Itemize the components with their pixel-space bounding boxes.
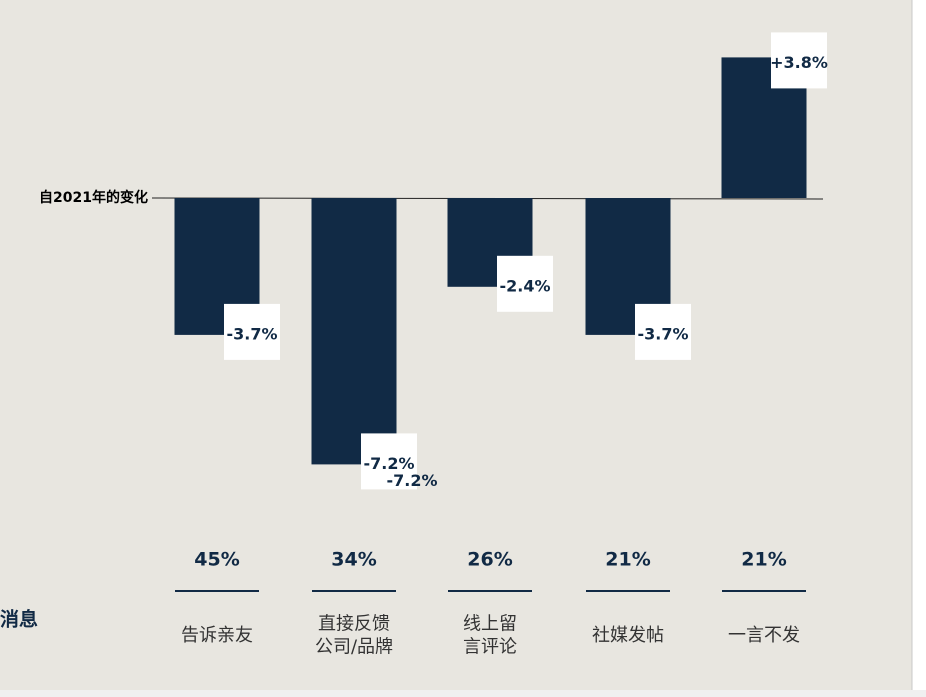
category-label: 一言不发: [728, 625, 800, 646]
category-label: 直接反馈: [318, 614, 390, 635]
share-label: 26%: [467, 549, 512, 571]
share-label: 21%: [605, 549, 650, 571]
category-label: 言评论: [463, 637, 517, 658]
bar: [311, 198, 397, 465]
value-label: -3.7%: [637, 324, 688, 343]
share-label: 34%: [331, 549, 376, 571]
category-label: 社媒发帖: [592, 625, 664, 646]
category-label: 告诉亲友: [181, 625, 253, 646]
value-label-box: [635, 303, 691, 360]
side-label: 消息: [0, 608, 38, 631]
value-label: -2.4%: [499, 276, 550, 295]
value-label-box: [771, 32, 827, 89]
share-label: 21%: [741, 549, 786, 571]
toolbar-strip: [0, 690, 926, 697]
value-label: +3.8%: [770, 53, 828, 72]
right-margin: [912, 0, 926, 697]
value-label-box: [497, 255, 553, 312]
value-label-box: [361, 433, 417, 490]
value-label: -7.2%: [363, 454, 414, 473]
value-label-duplicate: -7.2%: [386, 471, 437, 490]
share-label: 45%: [194, 549, 239, 571]
category-label: 公司/品牌: [315, 637, 393, 658]
category-label: 线上留: [463, 614, 517, 635]
baseline-label: 自2021年的变化: [39, 189, 148, 206]
value-label-box: [224, 303, 280, 360]
value-label: -3.7%: [226, 324, 277, 343]
